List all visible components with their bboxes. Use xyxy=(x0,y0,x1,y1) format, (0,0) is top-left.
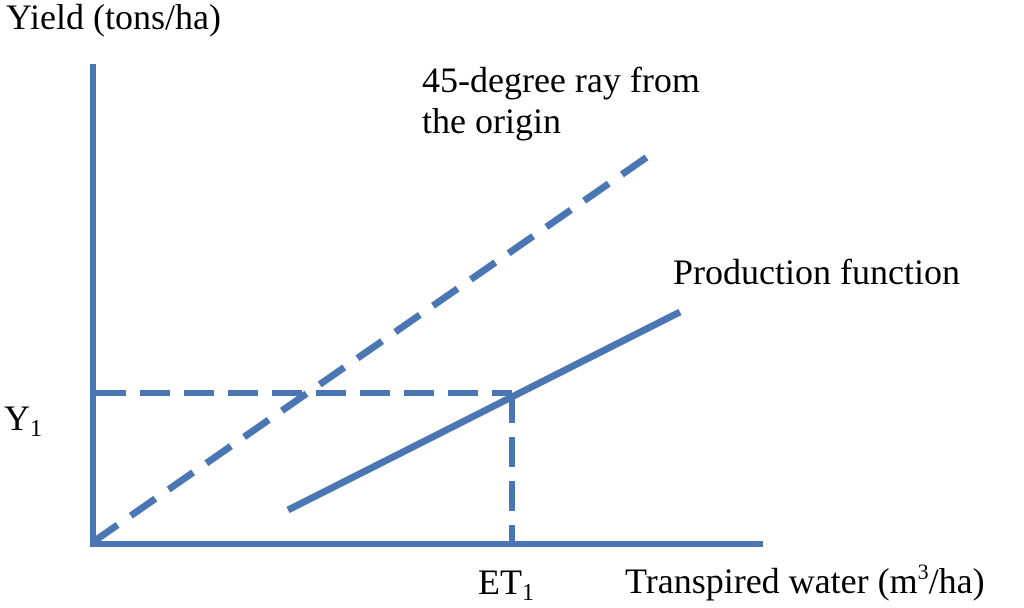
production-function-line xyxy=(286,308,682,514)
y-axis-label: Yield (tons/ha) xyxy=(6,0,221,37)
x-axis-label-superscript: 3 xyxy=(917,559,929,584)
ray-label-line-2: the origin xyxy=(422,101,561,142)
x-axis-label: Transpired water (m3/ha) xyxy=(625,559,985,602)
y1-base: Y xyxy=(4,398,30,438)
y1-subscript: 1 xyxy=(30,416,42,442)
et1-label: ET1 xyxy=(478,562,534,608)
forty-five-degree-ray xyxy=(91,152,652,545)
x-axis-label-suffix: /ha) xyxy=(928,561,985,601)
et1-base: ET xyxy=(478,562,522,602)
et1-subscript: 1 xyxy=(521,580,534,606)
ray-label: 45-degree ray from the origin xyxy=(422,60,700,143)
ray-label-line-1: 45-degree ray from xyxy=(422,60,700,100)
y1-label: Y1 xyxy=(4,398,42,444)
x-axis-label-prefix: Transpired water (m xyxy=(625,561,918,601)
production-function-label: Production function xyxy=(673,252,960,292)
